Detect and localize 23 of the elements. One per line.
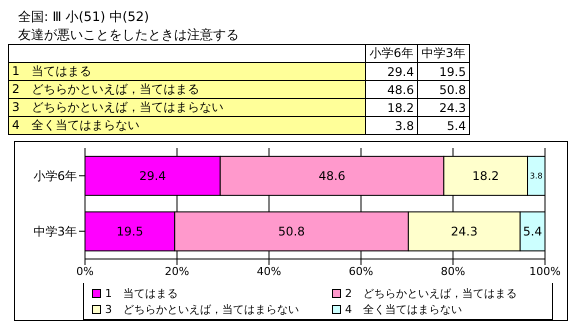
legend-label: 4 全く当てはまらない [345, 302, 462, 316]
x-tick-label: 80% [440, 264, 466, 278]
data-label: 50.8 [278, 224, 305, 238]
data-label: 24.3 [450, 224, 478, 238]
legend-label: 3 どちらかといえば，当てはまらない [105, 302, 299, 316]
data-label: 3.8 [530, 171, 543, 180]
x-tick-label: 100% [529, 264, 561, 278]
data-label: 5.4 [523, 224, 542, 238]
y-tick-label: 中学3年 [33, 224, 77, 239]
y-tick-label: 小学6年 [33, 169, 77, 184]
data-label: 18.2 [472, 168, 500, 183]
data-label: 29.4 [139, 168, 166, 183]
x-tick-label: 0% [76, 264, 94, 278]
chart-subtitle: 友達が悪いことをしたときは注意する [17, 27, 240, 44]
data-label: 48.6 [318, 168, 346, 183]
x-tick-label: 20% [164, 264, 190, 278]
legend-label: 2 どちらかといえば，当てはまる [345, 286, 517, 300]
chart-title: 全国: Ⅲ 小(51) 中(52) [17, 9, 150, 26]
value-table: 小学6年 中学3年 1 当てはまる 29.4 19.5 2 どちらかといえば，当てはまる 48.6 50.8 3 どちらかといえば，当てはまらない 18.2 24.3 4 全く当てはまらない 3.8 5.4 [8, 44, 470, 135]
x-tick-label: 60% [348, 264, 374, 278]
x-tick-label: 40% [256, 264, 282, 278]
data-label: 19.5 [116, 224, 144, 238]
legend-label: 1 当てはまる [105, 286, 178, 300]
